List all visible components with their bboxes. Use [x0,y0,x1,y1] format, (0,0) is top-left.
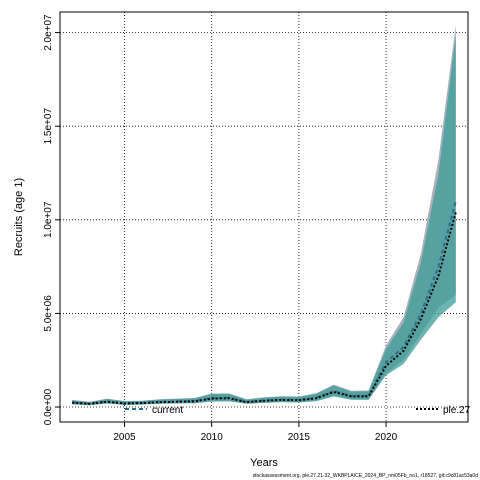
x-tick-label: 2005 [113,432,136,443]
series-lines [72,200,457,405]
series-line-ple27 [72,212,457,405]
footnote: stockassessment.org, ple.27.21-32_WKBPLA… [253,473,479,479]
y-axis: 0.0e+00 5.0e+06 1.0e+07 1.5e+07 2.0e+07 [43,14,60,425]
y-tick-label: 1.5e+07 [43,108,54,145]
x-tick-label: 2015 [288,432,311,443]
confidence-band-ple27 [72,36,456,406]
legend-label: ple.27 [443,405,471,416]
y-tick-label: 1.0e+07 [43,201,54,238]
x-tick-label: 2020 [375,432,398,443]
y-tick-label: 2.0e+07 [43,14,54,51]
y-axis-title: Recruits (age 1) [13,178,25,256]
plot-frame [59,11,469,423]
confidence-bands [72,25,456,406]
y-tick-label: 5.0e+06 [43,295,54,332]
y-tick-label: 0.0e+00 [43,388,54,425]
x-axis-title: Years [250,457,278,469]
legend-label: current [152,405,183,416]
grid [60,12,468,422]
series-line-current [72,200,457,405]
legend: current ple.27 [125,405,471,416]
x-tick-label: 2010 [201,432,224,443]
x-axis: 2005 2010 2015 2020 [113,422,398,443]
